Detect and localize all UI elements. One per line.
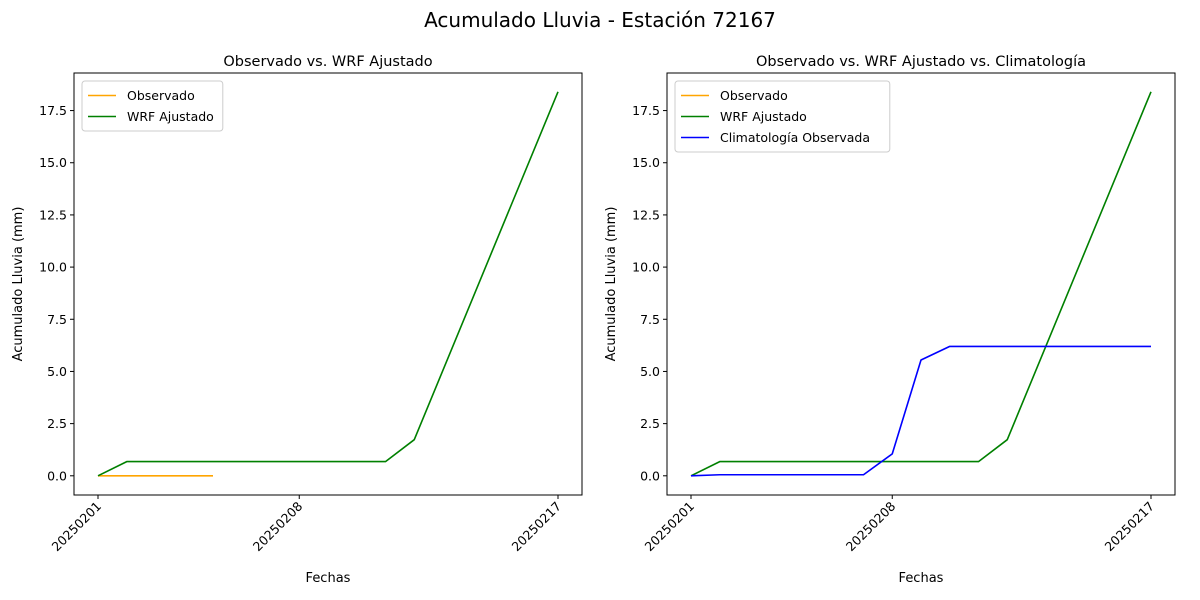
right-chart-title: Observado vs. WRF Ajustado vs. Climatolo… [756,54,1086,70]
right-x-axis-label: Fechas [899,571,944,586]
right-legend-box [674,80,891,153]
right-y-tick-label: 2.5 [640,416,660,431]
right-y-tick-label: 5.0 [640,364,660,379]
left-x-tick-label: 20250217 [509,499,565,555]
left-chart: Observado vs. WRF Ajustado 0.0 2.5 5.0 7.5 10… [11,54,583,586]
left-plot-frame [73,72,583,496]
left-legend-box [81,80,224,132]
right-y-tick-label: 15.0 [632,155,660,170]
left-legend: Observado WRF Ajustado [81,80,224,132]
right-legend-label: WRF Ajustado [720,109,807,124]
right-y-tick-label: 12.5 [632,207,660,222]
right-plot-frame [666,72,1176,496]
right-series-wrf-ajustado [690,91,1152,477]
right-y-axis-label: Acumulado Lluvia (mm) [604,207,619,362]
left-y-tick-label: 0.0 [47,468,67,483]
right-y-tick-label: 17.5 [632,103,660,118]
left-series-wrf-ajustado [97,91,559,477]
left-legend-label: WRF Ajustado [127,109,214,124]
left-x-axis-label: Fechas [306,571,351,586]
left-y-tick-label: 15.0 [39,155,67,170]
left-y-tick-label: 10.0 [39,260,67,275]
left-chart-title: Observado vs. WRF Ajustado [223,54,432,70]
right-chart: Observado vs. WRF Ajustado vs. Climatolo… [604,54,1176,586]
left-x-tick-label: 20250201 [49,499,105,555]
figure-title: Acumulado Lluvia - Estación 72167 [424,8,776,32]
left-y-axis-label: Acumulado Lluvia (mm) [11,207,26,362]
left-x-tick-label: 20250208 [250,498,306,554]
left-y-tick-label: 12.5 [39,207,67,222]
right-y-tick-label: 10.0 [632,260,660,275]
right-series-climatolog-a-observada [690,345,1151,477]
left-legend-label: Observado [127,88,195,103]
left-y-tick-label: 7.5 [47,312,67,327]
right-y-tick-label: 7.5 [640,312,660,327]
right-legend-label: Observado [720,88,788,103]
right-y-tick-label: 0.0 [640,468,660,483]
left-y-tick-label: 2.5 [47,416,67,431]
left-y-tick-label: 17.5 [39,103,67,118]
left-y-tick-label: 5.0 [47,364,67,379]
right-x-tick-label: 20250217 [1102,499,1158,555]
right-x-tick-label: 20250208 [843,498,899,554]
right-legend: Observado WRF Ajustado Climatología Observ… [674,80,891,153]
right-x-tick-label: 20250201 [642,499,698,555]
right-legend-label: Climatología Observada [720,130,870,145]
